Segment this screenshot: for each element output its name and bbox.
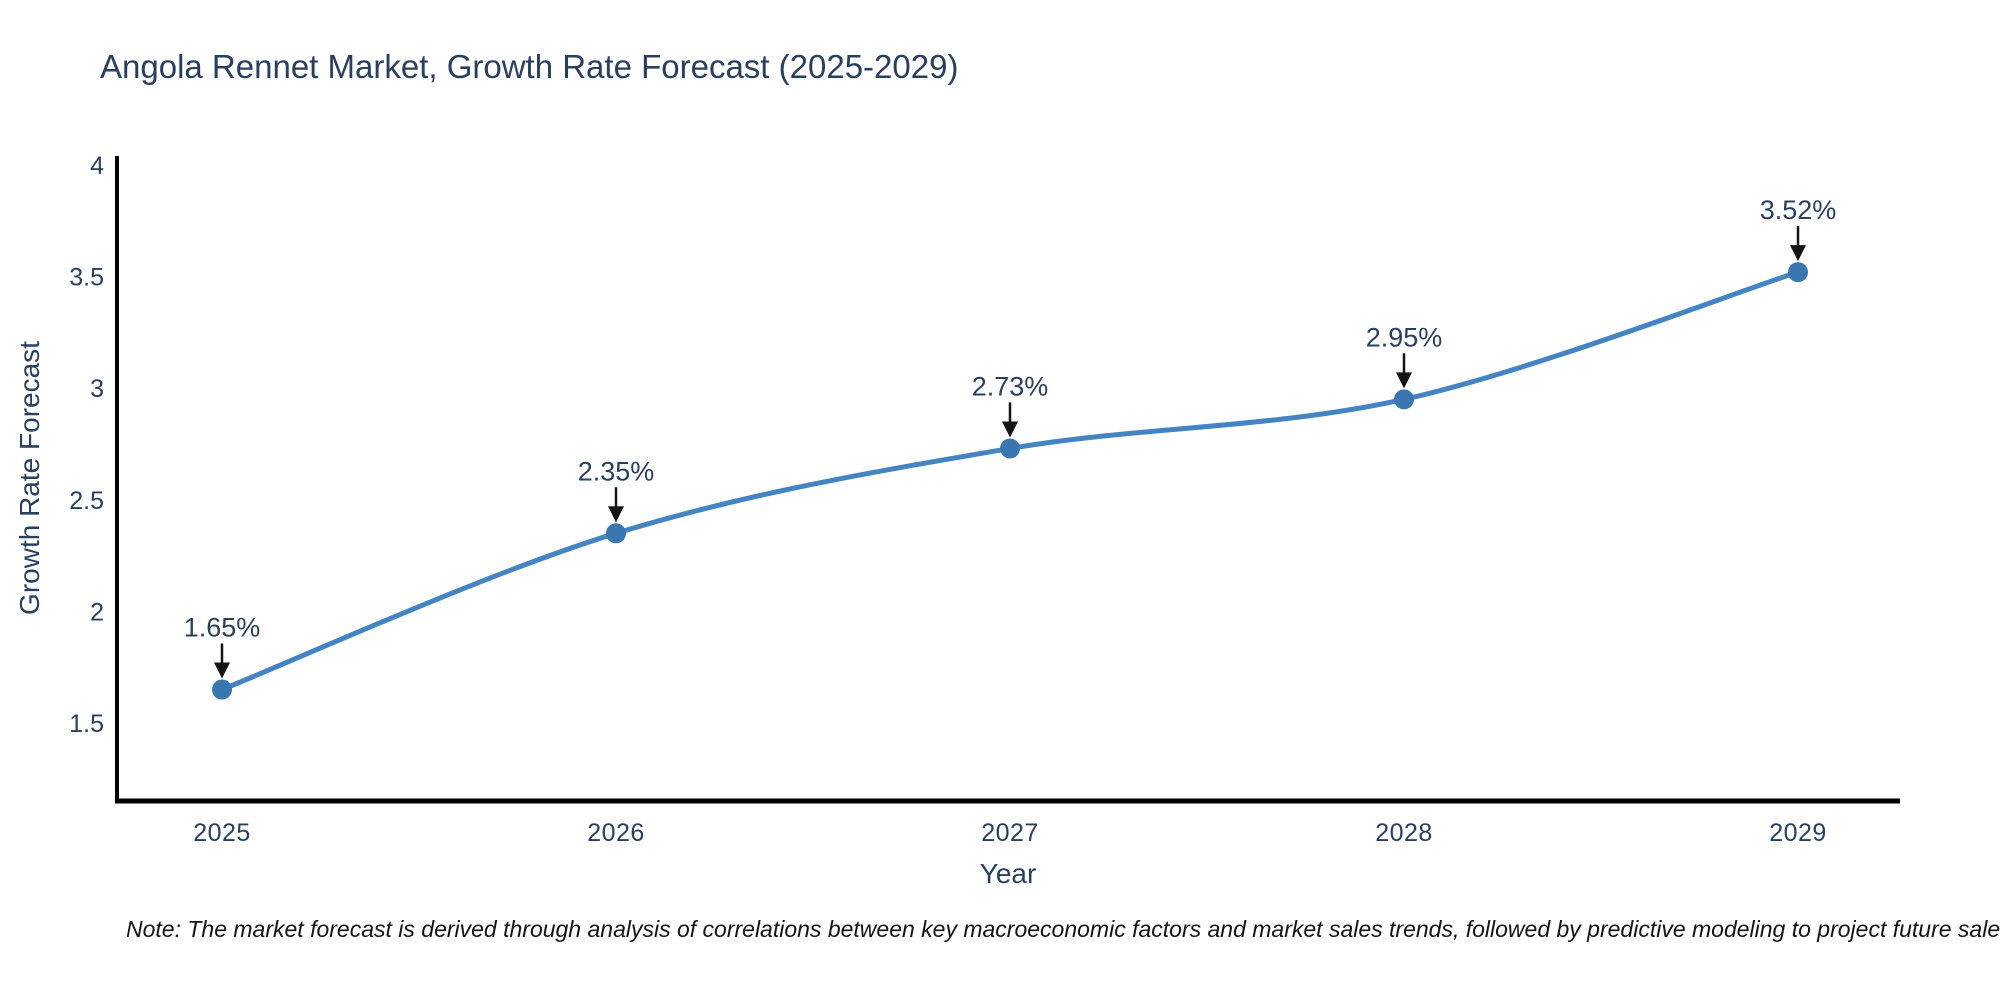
data-point-value-label: 1.65%	[184, 613, 261, 643]
y-tick-label: 3	[90, 375, 104, 403]
y-tick-label: 3.5	[69, 264, 104, 292]
forecast-line	[219, 269, 1801, 693]
data-point-value-label: 3.52%	[1760, 195, 1837, 225]
y-tick-label: 1.5	[69, 710, 104, 738]
chart-title: Angola Rennet Market, Growth Rate Foreca…	[100, 48, 959, 85]
data-point-marker[interactable]	[1788, 262, 1808, 283]
annotation-arrowhead-icon	[608, 506, 624, 523]
annotation-arrowhead-icon	[214, 662, 230, 679]
data-point-marker[interactable]	[1000, 438, 1020, 459]
y-tick-label: 2.5	[69, 487, 104, 515]
y-axis-title: Growth Rate Forecast	[14, 341, 45, 615]
data-point-value-label: 2.95%	[1366, 322, 1443, 352]
data-point-marker[interactable]	[606, 523, 626, 544]
annotation-arrowhead-icon	[1790, 245, 1806, 262]
x-tick-label: 2025	[193, 819, 251, 847]
annotation-arrowhead-icon	[1002, 421, 1018, 438]
annotation-arrowhead-icon	[1396, 372, 1412, 389]
x-axis-title: Year	[979, 858, 1037, 889]
data-point-marker[interactable]	[1394, 389, 1414, 410]
y-tick-label: 2	[90, 598, 104, 626]
x-tick-label: 2026	[587, 819, 645, 847]
data-point-value-label: 2.35%	[578, 456, 655, 486]
y-tick-label: 4	[90, 152, 104, 180]
footnote: Note: The market forecast is derived thr…	[126, 916, 2000, 942]
x-tick-label: 2028	[1375, 819, 1433, 847]
x-tick-label: 2027	[981, 819, 1039, 847]
data-point-marker[interactable]	[212, 679, 232, 700]
x-tick-label: 2029	[1769, 819, 1827, 847]
data-point-value-label: 2.73%	[972, 371, 1049, 401]
